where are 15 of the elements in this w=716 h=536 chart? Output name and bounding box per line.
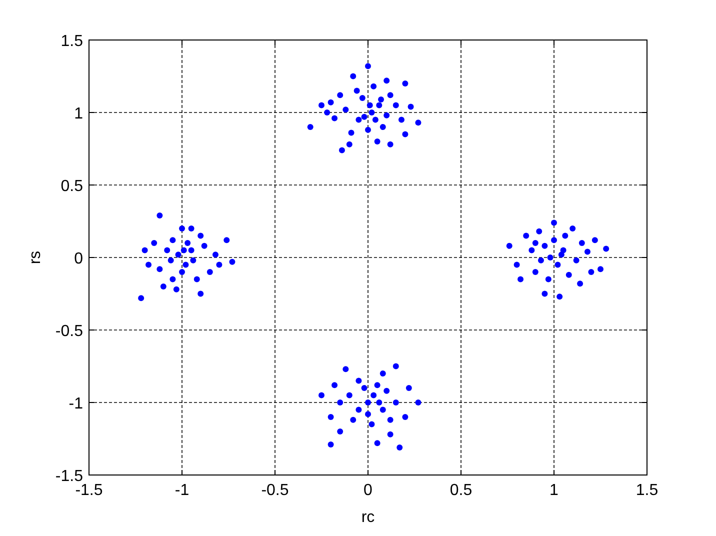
y-tick-label: -1.5 xyxy=(55,468,84,485)
x-tick-label: 1.5 xyxy=(636,482,658,499)
y-tick-label: 1 xyxy=(74,106,84,122)
y-tick-label: 1.5 xyxy=(60,33,84,50)
y-tick-label: 0 xyxy=(74,250,84,268)
x-tick-label: 0.5 xyxy=(450,482,472,499)
y-tick-label: -1 xyxy=(68,396,84,412)
y-axis-title: rs xyxy=(27,250,44,264)
x-tick-label: -1 xyxy=(174,482,190,499)
x-tick-label: 1 xyxy=(550,482,559,499)
x-tick-label: 0 xyxy=(364,482,373,499)
y-tick-label: 0.5 xyxy=(60,178,84,195)
y-tick-label: -0.5 xyxy=(55,323,84,340)
x-tick-label: -0.5 xyxy=(261,482,289,499)
x-axis-title: rc xyxy=(361,509,375,526)
